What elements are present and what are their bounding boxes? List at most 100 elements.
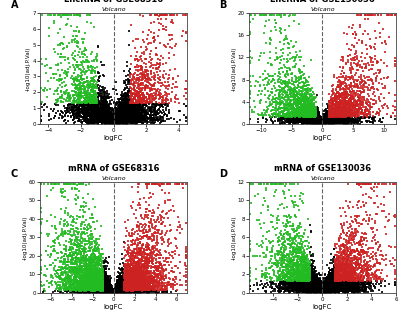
- Point: [109, 289, 116, 294]
- Point: [99, 289, 105, 294]
- Point: [107, 289, 114, 294]
- Point: [102, 282, 108, 287]
- Point: [250, 283, 257, 288]
- Point: [348, 97, 354, 102]
- Point: [82, 264, 88, 270]
- Point: [277, 107, 284, 112]
- Point: [294, 285, 300, 290]
- Point: [142, 270, 149, 275]
- Point: [338, 279, 345, 284]
- Point: [324, 289, 331, 294]
- Point: [336, 281, 342, 286]
- Point: [324, 115, 331, 120]
- Point: [352, 213, 358, 218]
- Point: [137, 288, 144, 293]
- Point: [337, 264, 343, 269]
- Point: [93, 268, 100, 273]
- Point: [363, 236, 370, 241]
- Point: [313, 289, 320, 294]
- Point: [95, 109, 101, 114]
- Point: [148, 113, 154, 118]
- Point: [301, 288, 308, 293]
- Point: [284, 69, 290, 74]
- Point: [356, 277, 363, 282]
- Point: [294, 101, 300, 107]
- Point: [112, 118, 119, 124]
- Point: [84, 267, 91, 272]
- Point: [309, 281, 316, 286]
- Point: [331, 119, 338, 124]
- Point: [302, 112, 308, 117]
- Point: [309, 106, 316, 111]
- Point: [88, 95, 94, 100]
- Point: [343, 281, 350, 286]
- Point: [77, 248, 83, 253]
- Point: [312, 286, 318, 291]
- Point: [119, 94, 125, 99]
- Point: [108, 289, 114, 294]
- Point: [102, 111, 108, 117]
- Point: [301, 99, 308, 104]
- Point: [316, 281, 322, 286]
- Point: [310, 287, 316, 292]
- Point: [278, 263, 284, 268]
- Point: [298, 285, 305, 290]
- Point: [291, 258, 297, 263]
- Point: [134, 105, 140, 110]
- Point: [120, 108, 126, 113]
- Point: [89, 118, 96, 123]
- Point: [336, 116, 342, 121]
- Point: [104, 288, 110, 293]
- Point: [95, 97, 102, 102]
- Point: [280, 257, 286, 262]
- Point: [154, 216, 161, 222]
- Point: [324, 118, 330, 123]
- Point: [147, 226, 154, 232]
- Point: [106, 287, 113, 292]
- Point: [348, 57, 355, 62]
- Point: [96, 286, 102, 291]
- Point: [102, 114, 108, 119]
- Point: [350, 91, 356, 96]
- Point: [144, 284, 150, 289]
- Point: [310, 288, 316, 293]
- Point: [274, 13, 280, 18]
- Point: [120, 96, 126, 101]
- Point: [332, 265, 339, 270]
- Point: [292, 285, 298, 290]
- Point: [320, 289, 326, 294]
- Point: [111, 121, 117, 126]
- Point: [131, 114, 137, 119]
- Point: [290, 230, 297, 235]
- Point: [314, 120, 321, 125]
- Point: [333, 118, 339, 123]
- Point: [74, 269, 80, 274]
- Point: [159, 280, 166, 285]
- Point: [120, 112, 126, 117]
- Point: [101, 284, 107, 289]
- Point: [162, 13, 168, 18]
- Point: [330, 279, 337, 284]
- Point: [132, 280, 138, 285]
- Point: [269, 286, 275, 291]
- Point: [296, 288, 303, 293]
- Point: [282, 106, 289, 111]
- Point: [298, 73, 304, 78]
- Point: [335, 100, 341, 105]
- Point: [139, 282, 145, 287]
- Point: [128, 289, 134, 295]
- Point: [132, 285, 138, 290]
- Point: [318, 121, 324, 126]
- Point: [112, 284, 119, 289]
- Point: [84, 278, 90, 283]
- Point: [92, 109, 99, 114]
- Point: [96, 286, 102, 291]
- Point: [119, 108, 125, 113]
- Point: [134, 98, 141, 103]
- Point: [90, 257, 96, 262]
- Point: [309, 283, 315, 289]
- Point: [113, 288, 120, 293]
- Point: [321, 120, 328, 125]
- Point: [340, 256, 346, 261]
- Point: [304, 269, 311, 274]
